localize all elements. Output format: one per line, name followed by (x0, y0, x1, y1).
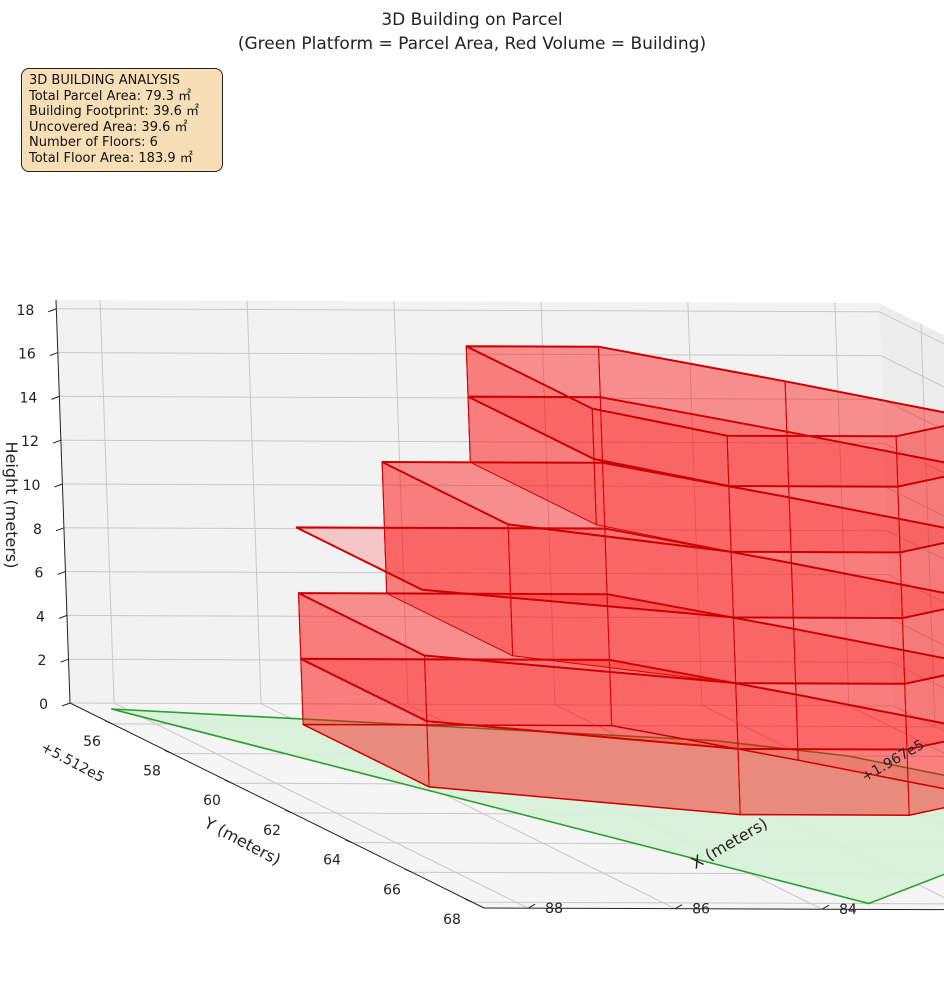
stat-floor-count: Number of Floors: 6 (29, 135, 158, 151)
z-grid-line (57, 352, 944, 388)
x-tick-label: 84 (839, 902, 857, 918)
y-tick-label: 56 (83, 734, 101, 750)
x-tick-mark (674, 904, 683, 910)
y-tick-mark (344, 839, 353, 844)
z-tick-label: 8 (33, 522, 42, 538)
z-grid-line (68, 658, 944, 689)
x-tick-mark (821, 904, 830, 910)
y-tick-mark (164, 750, 173, 754)
axis-lines (55, 299, 944, 911)
stat-total-floor-area: Total Floor Area: 183.9 ㎡ (29, 150, 193, 166)
floor-slab (298, 592, 944, 685)
x-axis-line (483, 907, 944, 911)
y-tick-label: 62 (263, 823, 281, 839)
y-grid-line (351, 842, 944, 846)
building-wall (897, 476, 944, 554)
y-tick-mark (464, 898, 473, 903)
y-tick-mark (284, 809, 293, 814)
z-tick-label: 18 (16, 303, 34, 319)
z-tick-label: 12 (21, 434, 39, 450)
z-tick-mark (55, 527, 65, 532)
stat-uncovered-area: Uncovered Area: 39.6 ㎡ (29, 119, 188, 135)
tick-labels: 7880828486885658606264666802468101214161… (16, 303, 857, 928)
y-tick-label: 58 (143, 764, 161, 780)
z-tick-mark (48, 308, 57, 313)
y-axis-label: Y (meters) (200, 813, 284, 870)
z-grid-line (60, 439, 944, 474)
z-tick-mark (49, 352, 59, 357)
stat-parcel-area: Total Parcel Area: 79.3 ㎡ (29, 88, 192, 104)
z-tick-mark (52, 439, 62, 444)
z-tick-mark (51, 395, 60, 400)
z-grid-line (65, 571, 944, 603)
z-axis-line (55, 299, 71, 704)
floor-slab (295, 526, 944, 620)
stats-title: 3D BUILDING ANALYSIS (29, 73, 181, 88)
x-tick-mark (527, 903, 536, 909)
y-tick-mark (224, 779, 233, 784)
y-tick-mark (404, 868, 413, 873)
floor-slab (381, 461, 944, 554)
z-tick-label: 4 (36, 609, 45, 625)
z-tick-label: 10 (23, 478, 41, 494)
z-tick-mark (60, 658, 69, 663)
y-tick-mark (104, 720, 113, 725)
z-tick-mark (58, 614, 68, 619)
building-layer (295, 345, 944, 816)
stats-box: 3D BUILDING ANALYSIS Total Parcel Area: … (21, 68, 223, 172)
building-footprint (302, 723, 944, 816)
y-grid-line (411, 871, 944, 875)
y-grid-line (471, 901, 944, 905)
floor-slab (467, 395, 944, 488)
y-axis-line (69, 702, 485, 909)
x-tick-label: 88 (545, 901, 563, 917)
z-tick-label: 0 (39, 697, 48, 713)
building-wall (904, 674, 944, 751)
chart-title: 3D Building on Parcel (381, 10, 562, 30)
chart-subtitle: (Green Platform = Parcel Area, Red Volum… (238, 34, 706, 54)
z-tick-mark (61, 702, 71, 707)
building-wall (906, 741, 944, 816)
z-grid-line (69, 702, 944, 732)
y-tick-label: 60 (203, 793, 221, 809)
z-grid-line (56, 308, 944, 345)
z-axis-label: Height (meters) (2, 442, 21, 569)
z-tick-label: 14 (20, 390, 38, 406)
y-tick-label: 66 (383, 882, 401, 898)
x-tick-label: 86 (692, 902, 710, 918)
z-grid-line (63, 527, 944, 560)
z-tick-mark (54, 483, 63, 488)
stat-building-footprint: Building Footprint: 39.6 ㎡ (29, 104, 200, 120)
floor-slab (465, 345, 944, 438)
y-tick-label: 64 (323, 853, 341, 869)
z-tick-label: 6 (35, 566, 44, 582)
parcel-layer (111, 708, 944, 905)
y-tick-label: 68 (443, 912, 461, 928)
z-tick-label: 16 (18, 347, 36, 363)
back-pane-y (56, 300, 893, 706)
z-tick-label: 2 (38, 653, 47, 669)
z-tick-mark (57, 571, 66, 576)
parcel-polygon (111, 708, 944, 905)
